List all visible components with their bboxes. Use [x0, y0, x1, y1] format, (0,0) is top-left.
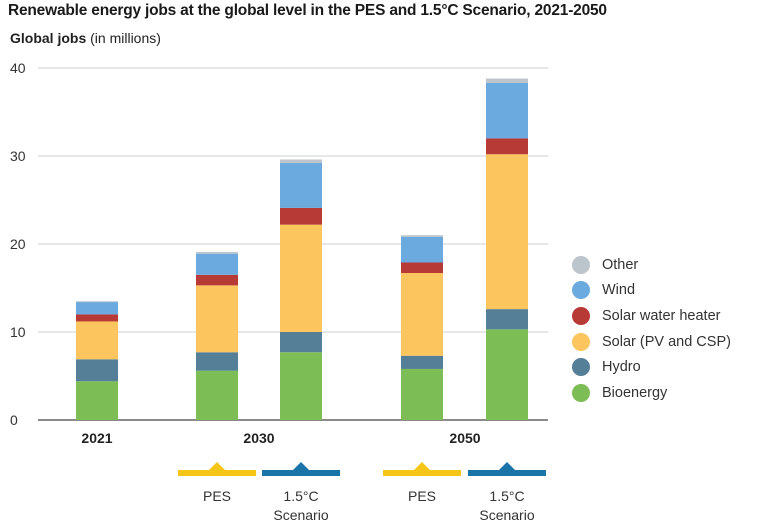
pes-marker-arrow: [209, 462, 225, 470]
legend-swatch: [572, 383, 590, 402]
y-tick-label: 10: [10, 324, 26, 340]
legend-item: Solar water heater: [572, 303, 731, 329]
scenario-1-5-label: Scenario: [273, 507, 328, 523]
scenario-1-5-label: 1.5°C: [489, 488, 524, 504]
legend-swatch: [572, 332, 590, 351]
bar-segment: [76, 321, 118, 360]
scenario-1-5-marker-bar: [262, 470, 340, 476]
legend-label: Solar (PV and CSP): [602, 333, 731, 350]
y-tick-label: 0: [10, 412, 18, 428]
bar-segment: [401, 235, 443, 237]
legend-item: Bioenergy: [572, 380, 731, 406]
y-tick-label: 30: [10, 148, 26, 164]
scenario-1-5-marker-arrow: [293, 462, 309, 470]
bar-segment: [401, 355, 443, 369]
legend-swatch: [572, 306, 590, 325]
bar-segment: [76, 314, 118, 322]
scenario-1-5-label: Scenario: [479, 507, 534, 523]
y-axis-label: Global jobs (in millions): [10, 30, 161, 46]
bar-segment: [76, 302, 118, 315]
bar-segment: [196, 253, 238, 275]
bar-segment: [486, 329, 528, 420]
pes-marker-bar: [383, 470, 461, 476]
bar-segment: [280, 332, 322, 353]
legend-item: Solar (PV and CSP): [572, 329, 731, 355]
y-tick-label: 20: [10, 236, 26, 252]
scenario-1-5-marker-bar: [468, 470, 546, 476]
bar-segment: [486, 154, 528, 310]
bar-segment: [280, 159, 322, 164]
x-category-label: 2021: [81, 430, 112, 446]
legend-label: Other: [602, 256, 639, 273]
y-tick-label: 40: [10, 60, 26, 76]
bar-segment: [280, 207, 322, 225]
y-axis-label-main: Global jobs: [10, 30, 87, 46]
legend-item: Wind: [572, 278, 731, 304]
bar-segment: [486, 138, 528, 155]
x-category-label: 2050: [449, 430, 480, 446]
chart-title: Renewable energy jobs at the global leve…: [8, 2, 607, 19]
pes-label: PES: [408, 488, 436, 504]
bar-segment: [76, 381, 118, 420]
bar-segment: [196, 274, 238, 286]
bar-segment: [76, 359, 118, 382]
bar-segment: [196, 352, 238, 371]
legend-label: Wind: [602, 282, 636, 299]
bar-segment: [196, 251, 238, 254]
bar-segment: [486, 309, 528, 330]
bar-segment: [280, 163, 322, 208]
legend-item: Hydro: [572, 354, 731, 380]
bar-segment: [401, 262, 443, 274]
scenario-1-5-marker-arrow: [499, 462, 515, 470]
bar-segment: [486, 78, 528, 83]
legend-swatch: [572, 281, 590, 300]
legend-swatch: [572, 358, 590, 377]
pes-marker-arrow: [414, 462, 430, 470]
bar-segment: [401, 273, 443, 356]
bar-segment: [76, 301, 118, 303]
legend-item: Other: [572, 252, 731, 278]
scenario-1-5-label: 1.5°C: [283, 488, 318, 504]
chart-legend: Other Wind Solar water heater Solar (PV and…: [572, 252, 731, 406]
bar-segment: [401, 236, 443, 263]
legend-label: Bioenergy: [602, 384, 668, 401]
bar-segment: [280, 352, 322, 420]
bar-segment: [196, 370, 238, 420]
bar-segment: [486, 82, 528, 139]
bar-segment: [401, 368, 443, 420]
bar-segment: [280, 224, 322, 332]
legend-label: Hydro: [602, 359, 641, 376]
pes-marker-bar: [178, 470, 256, 476]
legend-swatch: [572, 255, 590, 274]
y-axis-label-unit: (in millions): [86, 30, 161, 46]
legend-label: Solar water heater: [602, 307, 721, 324]
x-category-label: 2030: [243, 430, 274, 446]
pes-label: PES: [203, 488, 231, 504]
bar-segment: [196, 285, 238, 353]
